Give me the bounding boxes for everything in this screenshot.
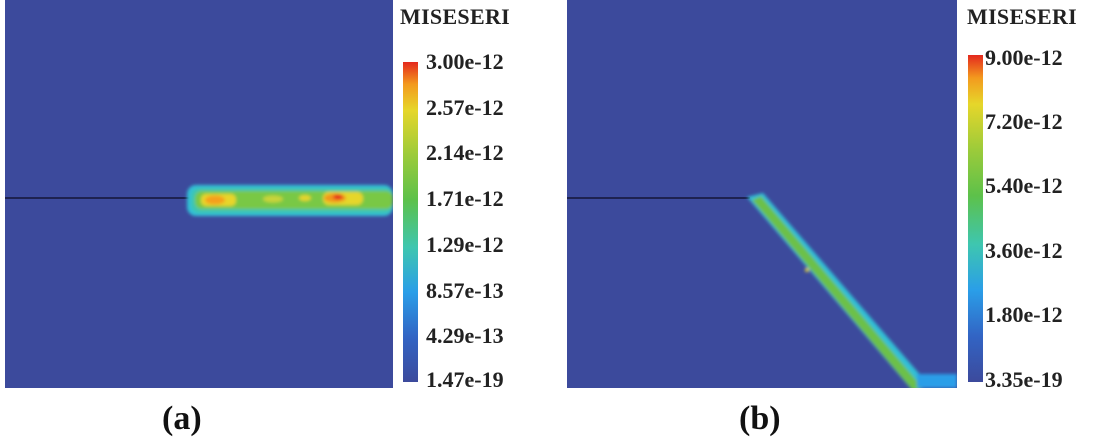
colorbar-b xyxy=(968,55,983,382)
legend-tick: 1.71e-12 xyxy=(426,186,504,212)
stress-contour-plot-a xyxy=(5,0,393,388)
panel-caption: (a) xyxy=(162,400,202,437)
legend-title: MISESERI xyxy=(400,4,510,29)
legend-title: MISESERI xyxy=(967,4,1077,29)
legend-tick: 3.35e-19 xyxy=(985,367,1063,392)
legend-tick: 9.00e-12 xyxy=(985,45,1063,70)
legend-tick: 1.47e-19 xyxy=(426,367,504,392)
legend-tick: 3.00e-12 xyxy=(426,49,504,74)
legend-tick: 7.20e-12 xyxy=(985,109,1063,134)
panel-caption: (b) xyxy=(739,400,781,437)
legend-tick: 8.57e-13 xyxy=(426,277,504,303)
stress-contour-plot-b xyxy=(567,0,957,388)
legend-tick: 5.40e-12 xyxy=(985,173,1063,198)
damage-band-a xyxy=(187,185,393,216)
colorbar-a xyxy=(403,62,418,382)
legend-tick: 1.29e-12 xyxy=(426,231,504,257)
legend-tick: 2.57e-12 xyxy=(426,94,504,120)
legend-tick: 2.14e-12 xyxy=(426,140,504,166)
contour-panel-a: MISESERI 3.00e-12 2.57e-12 2.14e-12 1.71… xyxy=(0,0,540,443)
damage-band-b xyxy=(747,193,957,388)
contour-panel-b: MISESERI 9.00e-12 7.20e-12 5.40e-12 3.60… xyxy=(565,0,1105,443)
legend-tick: 3.60e-12 xyxy=(985,238,1063,263)
legend-tick: 4.29e-13 xyxy=(426,323,504,349)
legend-tick: 1.80e-12 xyxy=(985,302,1063,327)
